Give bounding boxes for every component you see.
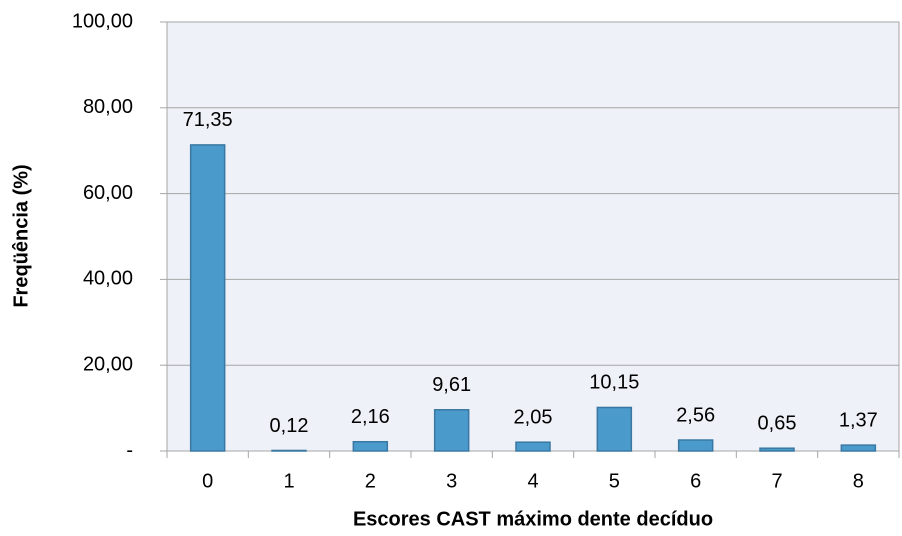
y-axis-title: Freqüência (%) <box>10 164 32 307</box>
data-label: 0,12 <box>270 415 309 437</box>
bar <box>352 440 389 452</box>
data-label: 2,05 <box>514 406 553 428</box>
bar <box>515 441 551 452</box>
x-tick-label: 6 <box>690 470 701 492</box>
y-tick-label: - <box>126 439 133 461</box>
data-label: 0,65 <box>758 412 797 434</box>
bar <box>677 439 714 452</box>
data-label: 2,16 <box>351 406 390 428</box>
y-tick-label: 20,00 <box>83 353 133 375</box>
y-tick-label: 100,00 <box>72 10 133 32</box>
x-tick-label: 3 <box>446 470 457 492</box>
x-tick-label: 0 <box>202 470 213 492</box>
x-tick-label: 7 <box>771 470 782 492</box>
y-tick-label: 60,00 <box>83 182 133 204</box>
data-label: 10,15 <box>589 372 639 394</box>
bar <box>189 144 226 452</box>
x-tick-label: 4 <box>527 470 538 492</box>
x-tick-label: 8 <box>853 470 864 492</box>
x-axis-title: Escores CAST máximo dente decíduo <box>353 508 713 530</box>
y-tick-label: 80,00 <box>83 96 133 118</box>
plot-area <box>166 21 900 452</box>
data-label: 71,35 <box>183 109 233 131</box>
x-tick-label: 5 <box>609 470 620 492</box>
bar <box>271 449 307 452</box>
x-tick-label: 1 <box>283 470 294 492</box>
data-label: 9,61 <box>432 374 471 396</box>
bar <box>433 409 470 452</box>
data-label: 2,56 <box>676 404 715 426</box>
bar <box>759 447 795 452</box>
x-tick-label: 2 <box>365 470 376 492</box>
data-label: 1,37 <box>839 409 878 431</box>
bar <box>840 444 877 452</box>
y-tick-label: 40,00 <box>83 268 133 290</box>
bar <box>596 406 633 452</box>
